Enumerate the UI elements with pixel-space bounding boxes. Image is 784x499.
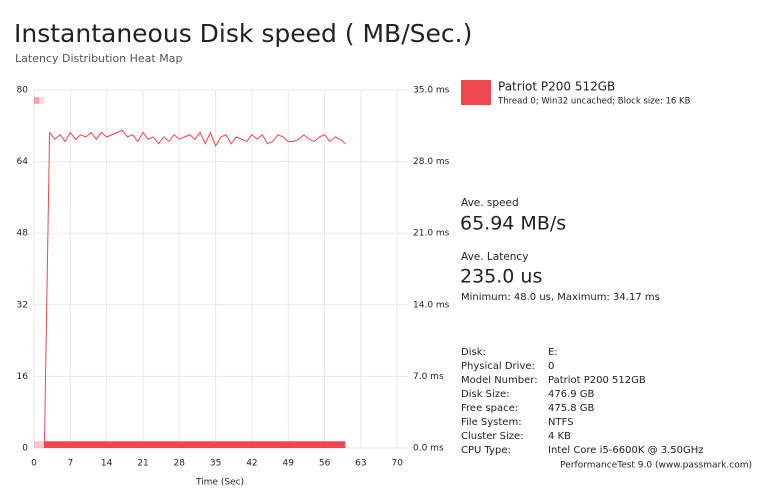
info-label: Disk Size: (461, 389, 510, 400)
y-tick-label: 48 (17, 229, 29, 239)
speed-label: Ave. speed (461, 197, 519, 209)
legend-detail: Thread 0; Win32 uncached; Block size: 16… (497, 97, 691, 107)
info-label: CPU Type: (461, 445, 511, 456)
series-line (43, 129, 346, 449)
legend-swatch (461, 80, 491, 105)
info-label: Disk: (461, 347, 486, 358)
y2-tick-label: 7.0 ms (413, 372, 444, 382)
x-tick-label: 70 (391, 459, 403, 469)
x-tick-label: 63 (355, 459, 366, 469)
y-tick-label: 0 (22, 444, 28, 454)
info-value: NTFS (548, 417, 574, 428)
y-tick-label: 32 (17, 300, 28, 310)
chart-subtitle: Latency Distribution Heat Map (15, 52, 182, 65)
y-tick-label: 80 (17, 86, 29, 96)
heatmap-cell (39, 97, 45, 104)
info-value: 0 (548, 361, 554, 372)
chart-title: Instantaneous Disk speed ( MB/Sec.) (14, 19, 472, 48)
heatmap-cell (34, 97, 40, 104)
y2-tick-label: 14.0 ms (413, 300, 450, 310)
info-value: Patriot P200 512GB (548, 375, 646, 386)
x-tick-label: 42 (246, 459, 257, 469)
x-tick-label: 14 (101, 459, 113, 469)
info-label: Free space: (461, 403, 518, 414)
speed-value: 65.94 MB/s (460, 213, 566, 235)
info-value: 4 KB (548, 431, 571, 442)
x-tick-label: 21 (137, 459, 148, 469)
heatmap-cell (44, 441, 346, 448)
legend-label: Patriot P200 512GB (498, 80, 615, 94)
info-label: File System: (461, 417, 522, 428)
info-label: Physical Drive: (461, 361, 535, 372)
x-tick-label: 35 (210, 459, 221, 469)
info-value: E: (548, 347, 558, 358)
y-tick-label: 64 (17, 157, 29, 167)
x-axis-label: Time (Sec) (195, 478, 244, 488)
info-label: Cluster Size: (461, 431, 524, 442)
y2-tick-label: 28.0 ms (413, 157, 450, 167)
y-tick-label: 16 (17, 372, 29, 382)
x-tick-label: 56 (319, 459, 331, 469)
latency-label: Ave. Latency (461, 251, 528, 263)
y2-tick-label: 35.0 ms (413, 86, 450, 96)
footer: PerformanceTest 9.0 (www.passmark.com) (560, 461, 752, 471)
x-tick-label: 7 (67, 459, 73, 469)
info-label: Model Number: (461, 375, 538, 386)
info-value: Intel Core i5-6600K @ 3.50GHz (548, 445, 704, 456)
info-value: 476.9 GB (548, 389, 595, 400)
latency-value: 235.0 us (460, 266, 542, 288)
y2-tick-label: 0.0 ms (413, 444, 444, 454)
info-value: 475.8 GB (548, 403, 595, 414)
x-tick-label: 49 (283, 459, 295, 469)
x-tick-label: 0 (31, 459, 37, 469)
y2-tick-label: 21.0 ms (413, 229, 450, 239)
heatmap-cell (34, 441, 45, 448)
latency-range: Minimum: 48.0 us, Maximum: 34.17 ms (461, 292, 660, 303)
x-tick-label: 28 (174, 459, 186, 469)
